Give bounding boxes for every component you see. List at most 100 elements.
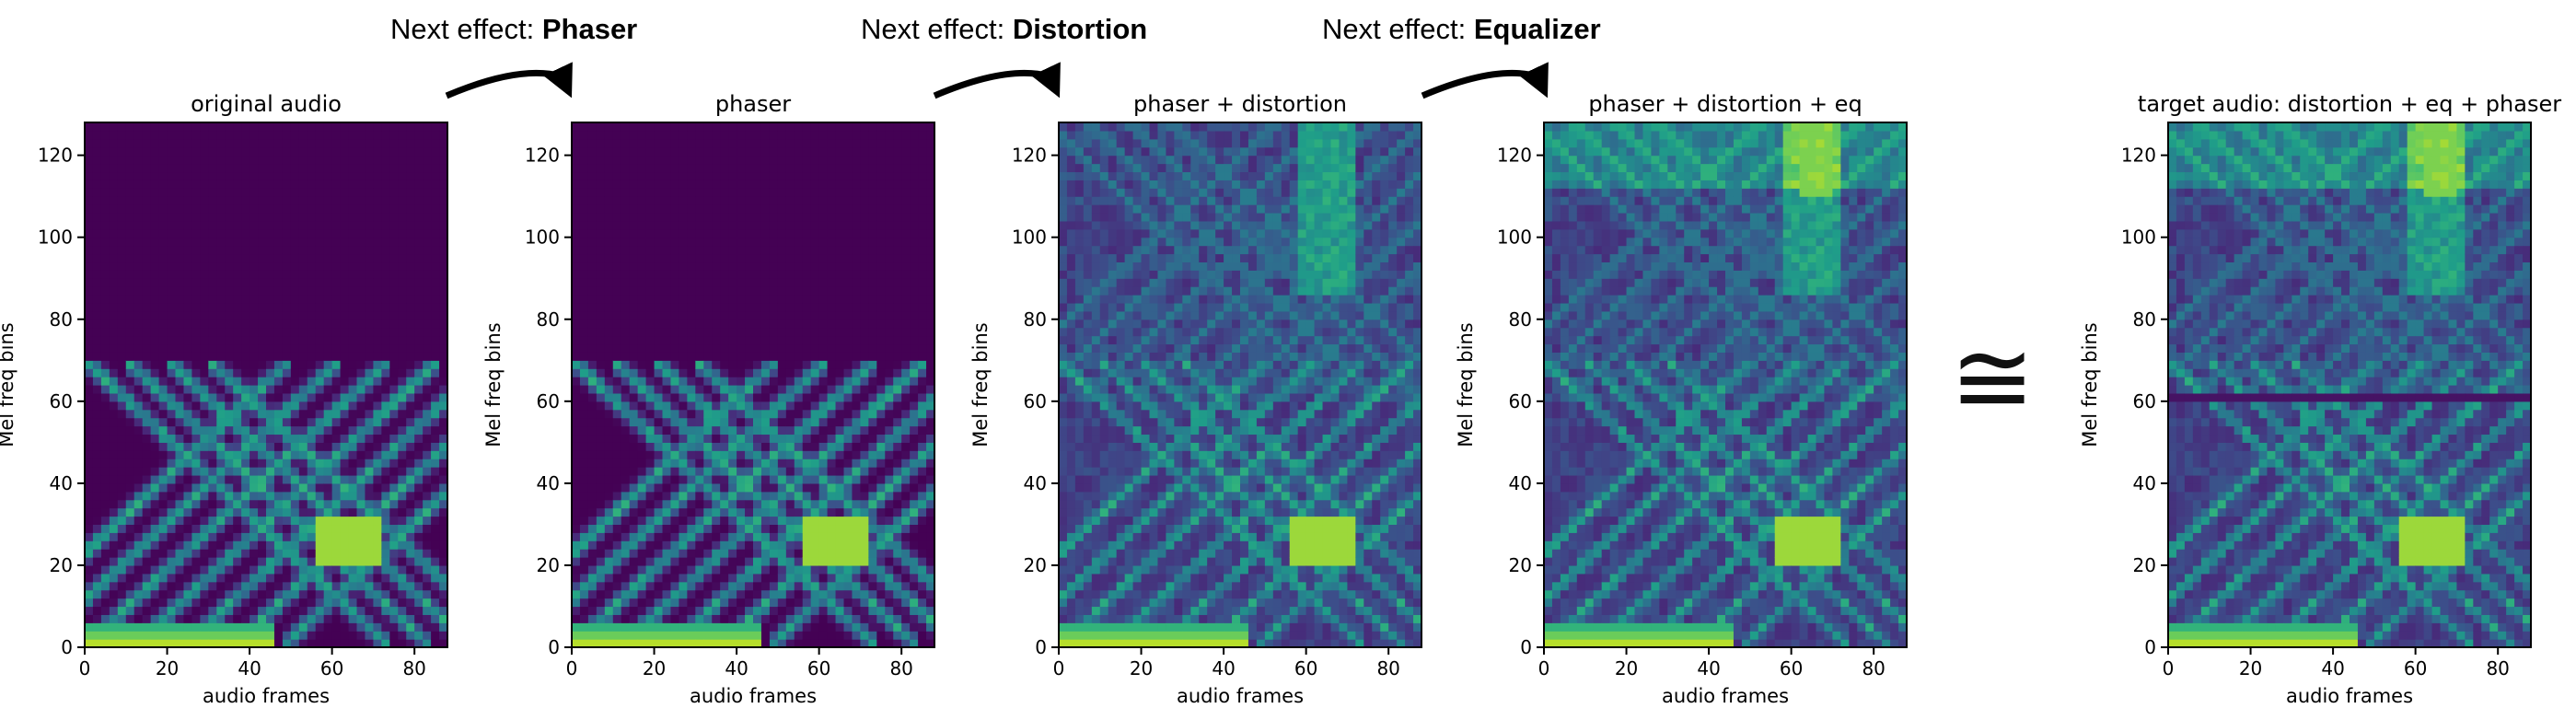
heatmap-cell [307, 639, 317, 648]
heatmap-cell [216, 581, 226, 591]
heatmap-cell [307, 343, 317, 353]
heatmap-cell [216, 549, 226, 558]
heatmap-cell [191, 401, 201, 411]
heatmap-cell [720, 253, 729, 263]
heatmap-cell [323, 310, 333, 320]
heatmap-cell [827, 606, 837, 615]
heatmap-cell [183, 564, 192, 575]
heatmap-cell [687, 146, 696, 157]
heatmap-cell [629, 425, 639, 435]
heatmap-cell [827, 581, 837, 591]
heatmap-cell [728, 385, 737, 394]
heatmap-cell [117, 385, 127, 394]
heatmap-cell [241, 212, 250, 222]
heatmap-cell [802, 130, 812, 140]
heatmap-cell [596, 204, 606, 214]
heatmap-cell [679, 598, 688, 608]
heatmap-cell [125, 278, 135, 287]
heatmap-cell [191, 606, 201, 615]
heatmap-cell [258, 171, 267, 180]
heatmap-cell [695, 549, 704, 558]
heatmap-cell [737, 459, 746, 468]
heatmap-cell [241, 507, 250, 517]
heatmap-cell [745, 442, 754, 451]
heatmap-cell [579, 138, 589, 148]
heatmap-cell [703, 146, 713, 157]
heatmap-cell [835, 474, 845, 484]
heatmap-cell [315, 540, 325, 550]
heatmap-cell [356, 557, 366, 566]
heatmap-cell [85, 253, 94, 263]
heatmap-cell [100, 360, 110, 369]
heatmap-cell [728, 524, 737, 533]
heatmap-cell [777, 212, 787, 222]
heatmap-cell [728, 467, 737, 476]
heatmap-cell [125, 163, 135, 173]
heatmap-cell [629, 401, 639, 411]
heatmap-cell [315, 392, 325, 402]
heatmap-cell [760, 392, 771, 402]
heatmap-cell [85, 516, 94, 526]
heatmap-cell [629, 459, 639, 468]
heatmap-cell [331, 385, 342, 394]
heatmap-cell [167, 631, 177, 640]
heatmap-cell [373, 442, 382, 451]
heatmap-cell [753, 377, 762, 386]
heatmap-cell [769, 450, 779, 459]
heatmap-cell [645, 425, 656, 435]
heatmap-cell [273, 516, 284, 526]
heatmap-cell [191, 549, 201, 558]
heatmap-cell [728, 417, 737, 427]
heatmap-cell [414, 155, 424, 165]
heatmap-cell [100, 155, 110, 165]
heatmap-cell [150, 319, 160, 329]
heatmap-cell [266, 237, 275, 247]
heatmap-cell [810, 434, 820, 443]
heatmap-cell [365, 459, 374, 468]
heatmap-cell [356, 639, 366, 648]
heatmap-cell [208, 245, 217, 255]
heatmap-cell [273, 237, 284, 247]
heatmap-cell [827, 450, 837, 459]
heatmap-cell [315, 385, 325, 394]
heatmap-cell [85, 434, 94, 443]
heatmap-cell [810, 310, 820, 320]
heatmap-cell [331, 564, 342, 575]
heatmap-cell [282, 377, 292, 386]
heatmap-cell [175, 459, 185, 468]
heatmap-cell [769, 130, 779, 140]
heatmap-cell [298, 491, 308, 501]
x-tick-label: 60 [320, 657, 343, 679]
heatmap-cell [777, 540, 787, 550]
heatmap-cell [398, 270, 407, 279]
heatmap-cell [712, 220, 721, 230]
heatmap-cell [728, 614, 737, 623]
heatmap-cell [356, 581, 366, 591]
heatmap-cell [175, 606, 185, 615]
heatmap-cell [587, 573, 598, 583]
heatmap-cell [835, 499, 845, 509]
heatmap-cell [835, 622, 845, 632]
heatmap-cell [389, 327, 399, 337]
heatmap-cell [85, 540, 94, 550]
heatmap-cell [175, 622, 185, 632]
heatmap-cell [266, 335, 275, 345]
heatmap-cell [109, 409, 119, 419]
heatmap-cell [414, 212, 424, 222]
heatmap-cell [348, 220, 358, 230]
heatmap-cell [703, 639, 713, 648]
heatmap-cell [687, 360, 696, 369]
heatmap-cell [728, 343, 737, 353]
heatmap-cell [133, 295, 144, 304]
heatmap-cell [737, 122, 746, 132]
heatmap-cell [233, 180, 242, 189]
heatmap-cell [818, 631, 829, 640]
heatmap-cell [158, 564, 168, 575]
heatmap-cell [167, 589, 177, 599]
heatmap-cell [587, 377, 598, 386]
heatmap-cell [348, 425, 358, 435]
heatmap-cell [340, 295, 350, 304]
heatmap-cell [266, 622, 275, 632]
heatmap-cell [100, 532, 110, 541]
heatmap-cell [249, 459, 259, 468]
